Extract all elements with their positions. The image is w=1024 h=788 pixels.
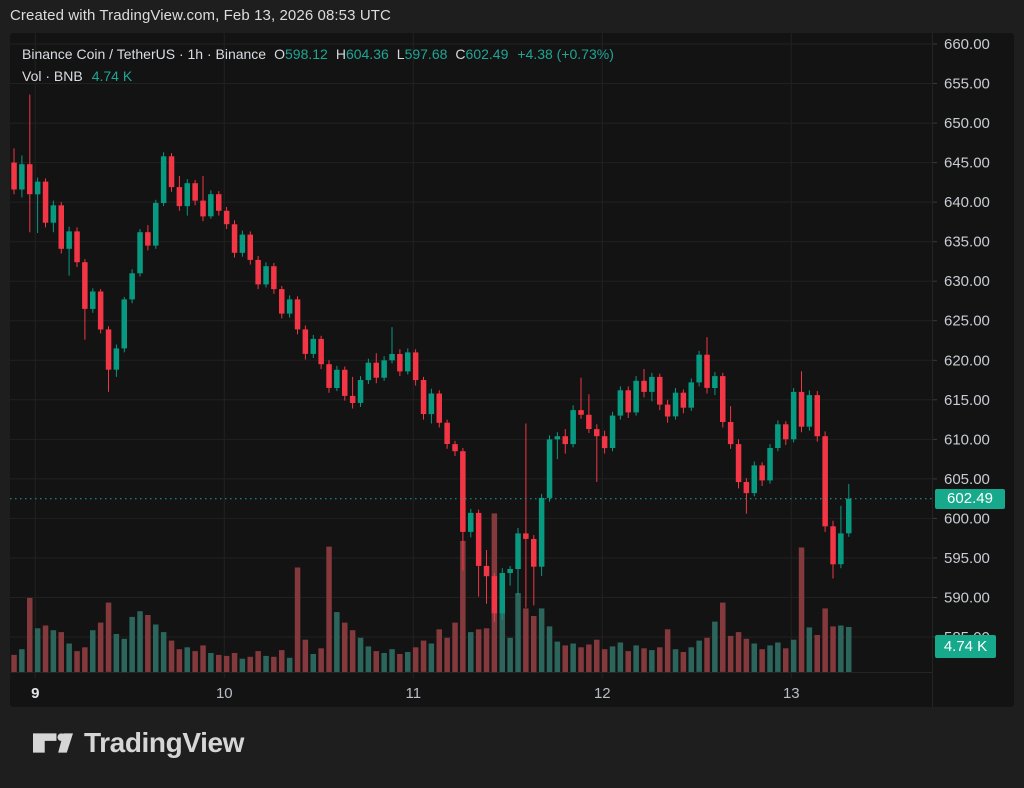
- tradingview-logo-text: TradingView: [84, 727, 245, 758]
- svg-text:590.00: 590.00: [944, 590, 990, 607]
- svg-text:10: 10: [216, 685, 233, 702]
- svg-text:12: 12: [594, 685, 611, 702]
- svg-text:600.00: 600.00: [944, 510, 990, 527]
- close-value: 602.49: [465, 46, 509, 62]
- svg-text:615.00: 615.00: [944, 392, 990, 409]
- tradingview-logo-icon: [33, 733, 73, 753]
- candles: [11, 94, 852, 622]
- svg-text:640.00: 640.00: [944, 194, 990, 211]
- time-axis[interactable]: 9 10 11 12 13: [31, 685, 800, 702]
- volume-bars: [11, 513, 852, 673]
- svg-text:610.00: 610.00: [944, 431, 990, 448]
- svg-text:655.00: 655.00: [944, 76, 990, 93]
- close-label: C: [455, 46, 466, 62]
- last-price-badge: 602.49: [935, 489, 1005, 509]
- svg-text:630.00: 630.00: [944, 273, 990, 290]
- chart-canvas[interactable]: 660.00 655.00 650.00 645.00 640.00 635.00 630.…: [10, 33, 1014, 707]
- symbol-title: Binance Coin / TetherUS · 1h · Binance: [22, 46, 267, 62]
- high-label: H: [335, 46, 346, 62]
- open-value: 598.12: [285, 46, 328, 62]
- svg-text:605.00: 605.00: [944, 471, 990, 488]
- svg-text:620.00: 620.00: [944, 352, 990, 369]
- svg-text:11: 11: [406, 685, 422, 702]
- low-label: L: [396, 46, 405, 62]
- legend-symbol-row: Binance Coin / TetherUS · 1h · Binance O…: [22, 43, 614, 65]
- low-value: 597.68: [404, 46, 448, 62]
- price-axis[interactable]: 660.00 655.00 650.00 645.00 640.00 635.00 630.…: [944, 36, 990, 646]
- open-label: O: [274, 46, 285, 62]
- tradingview-logo[interactable]: TradingView: [33, 727, 244, 759]
- price-gridlines: [10, 43, 937, 638]
- snapshot-credit-text: Created with TradingView.com, Feb 13, 20…: [10, 7, 391, 24]
- svg-text:595.00: 595.00: [944, 550, 990, 567]
- volume-label: Vol · BNB: [22, 68, 83, 84]
- svg-text:660.00: 660.00: [944, 36, 990, 53]
- svg-text:625.00: 625.00: [944, 313, 990, 330]
- svg-text:13: 13: [783, 685, 800, 702]
- legend-volume-row: Vol · BNB 4.74 K: [22, 65, 614, 87]
- svg-text:9: 9: [31, 685, 39, 702]
- svg-text:645.00: 645.00: [944, 155, 990, 172]
- volume-badge: 4.74 K: [935, 635, 996, 658]
- volume-value: 4.74 K: [91, 68, 133, 84]
- high-value: 604.36: [345, 46, 389, 62]
- svg-text:635.00: 635.00: [944, 234, 990, 251]
- change-value: +4.38 (+0.73%): [517, 46, 614, 62]
- chart-legend: Binance Coin / TetherUS · 1h · Binance O…: [22, 43, 614, 87]
- chart-widget: 660.00 655.00 650.00 645.00 640.00 635.00 630.…: [10, 33, 1014, 707]
- svg-text:650.00: 650.00: [944, 115, 990, 132]
